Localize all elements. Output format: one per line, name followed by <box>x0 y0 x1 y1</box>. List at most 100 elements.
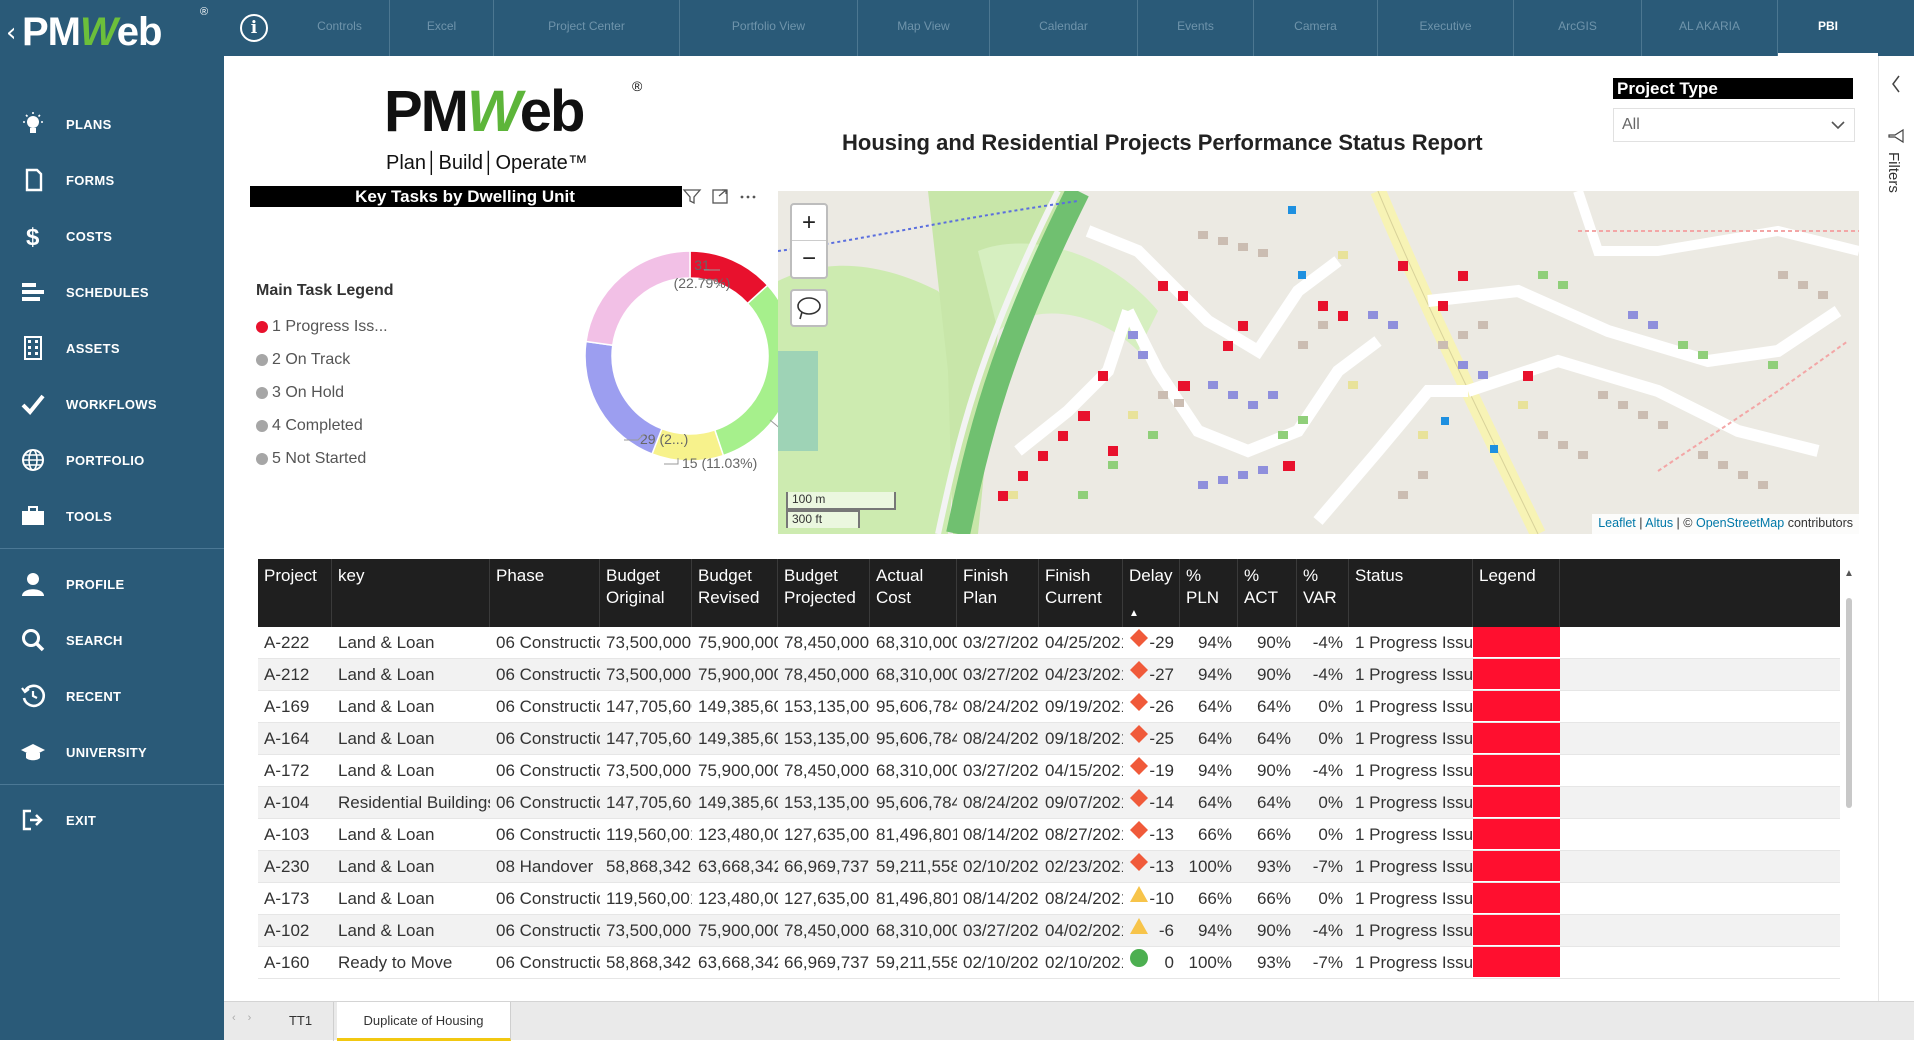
column-header[interactable]: Delay ▲ <box>1123 559 1180 627</box>
cell-br: 75,900,000 <box>698 761 778 780</box>
column-header[interactable]: Budget Revised <box>692 559 778 627</box>
table-scrollbar[interactable]: ▲ ▼ <box>1844 568 1854 1028</box>
cell-fc: 04/25/2021 <box>1045 633 1123 652</box>
project-map[interactable]: + − 100 m 300 ft Leaflet | Altus | © Ope… <box>778 191 1859 534</box>
tab-al-akaria[interactable]: AL AKARIA <box>1642 0 1778 56</box>
tab-events[interactable]: Events <box>1138 0 1254 56</box>
sidebar-item-search[interactable]: SEARCH <box>0 620 224 660</box>
sidebar-item-portfolio[interactable]: PORTFOLIO <box>0 440 224 480</box>
column-header[interactable]: Phase <box>490 559 600 627</box>
sidebar-item-tools[interactable]: TOOLS <box>0 496 224 536</box>
legend-item[interactable]: 4 Completed <box>256 409 394 442</box>
table-row[interactable]: A-230 Land & Loan 08 Handover 58,868,342 63,… <box>258 851 1840 883</box>
tab-map-view[interactable]: Map View <box>858 0 990 56</box>
cell-key: Land & Loan <box>338 921 435 940</box>
lasso-select-button[interactable] <box>790 289 828 327</box>
user-icon <box>0 571 66 597</box>
table-row[interactable]: A-104 Residential Buildings 06 Constructio… <box>258 787 1840 819</box>
osm-link[interactable]: OpenStreetMap <box>1695 516 1785 530</box>
triangle-yellow-icon <box>1129 915 1149 946</box>
sidebar-item-university[interactable]: UNIVERSITY <box>0 732 224 772</box>
sidebar-item-costs[interactable]: $ COSTS <box>0 216 224 256</box>
tab-project-center[interactable]: Project Center <box>494 0 680 56</box>
zoom-out-button[interactable]: − <box>801 245 816 272</box>
info-icon[interactable]: i <box>240 14 268 42</box>
table-row[interactable]: A-164 Land & Loan 06 Construction 147,705,6… <box>258 723 1840 755</box>
sidebar-item-label: PROFILE <box>66 576 125 592</box>
table-row[interactable]: A-172 Land & Loan 06 Construction 73,500,00… <box>258 755 1840 787</box>
legend-item[interactable]: 1 Progress Iss... <box>256 310 394 343</box>
sort-ascending-icon[interactable]: ▲ <box>1129 608 1139 619</box>
tab-arcgis[interactable]: ArcGIS <box>1514 0 1642 56</box>
tab-excel[interactable]: Excel <box>390 0 494 56</box>
cell-bo: 58,868,342 <box>606 857 692 876</box>
scroll-up-icon[interactable]: ▲ <box>1844 568 1854 579</box>
legend-item[interactable]: 5 Not Started <box>256 442 394 475</box>
tab-executive[interactable]: Executive <box>1378 0 1514 56</box>
tab-pbi[interactable]: PBI <box>1778 0 1878 56</box>
filters-pane[interactable]: Filters <box>1878 56 1914 1001</box>
page-nav-arrows[interactable]: ‹› <box>232 1012 264 1024</box>
sidebar-item-plans[interactable]: PLANS <box>0 104 224 144</box>
column-header[interactable]: key <box>332 559 490 627</box>
column-header[interactable]: % VAR <box>1297 559 1349 627</box>
sidebar-item-profile[interactable]: PROFILE <box>0 564 224 604</box>
more-options-icon[interactable] <box>736 186 760 207</box>
tab-portfolio-view[interactable]: Portfolio View <box>680 0 858 56</box>
cell-status: 1 Progress Issues <box>1355 921 1473 940</box>
tab-calendar[interactable]: Calendar <box>990 0 1138 56</box>
filter-icon[interactable] <box>680 186 704 207</box>
page-tab-tt1[interactable]: TT1 <box>268 1002 334 1041</box>
legend-item[interactable]: 3 On Hold <box>256 376 394 409</box>
table-row[interactable]: A-212 Land & Loan 06 Construction 73,500,00… <box>258 659 1840 691</box>
tab-controls[interactable]: Controls <box>290 0 390 56</box>
column-header[interactable]: Project <box>258 559 332 627</box>
table-row[interactable]: A-160 Ready to Move 06 Construction 58,868,… <box>258 947 1840 979</box>
cell-act: 93% <box>1256 953 1291 972</box>
sidebar-item-forms[interactable]: FORMS <box>0 160 224 200</box>
cell-phase: 08 Handover <box>496 857 594 876</box>
column-header[interactable]: Finish Current <box>1039 559 1123 627</box>
zoom-in-button[interactable]: + <box>792 205 826 241</box>
cell-status: 1 Progress Issues <box>1355 953 1473 972</box>
back-chevron-icon[interactable]: ‹ <box>6 18 17 48</box>
diamond-red-icon <box>1129 691 1149 722</box>
cell-phase: 06 Construction <box>496 825 600 844</box>
sidebar-item-label: WORKFLOWS <box>66 396 157 412</box>
column-header[interactable]: Budget Original <box>600 559 692 627</box>
sidebar-item-assets[interactable]: ASSETS <box>0 328 224 368</box>
app-logo[interactable]: ‹ PMWeb ® <box>0 0 224 56</box>
project-type-slicer[interactable]: All <box>1613 108 1855 142</box>
tab-camera[interactable]: Camera <box>1254 0 1378 56</box>
table-row[interactable]: A-169 Land & Loan 06 Construction 147,705,6… <box>258 691 1840 723</box>
page-tab-duplicate-of-housing[interactable]: Duplicate of Housing <box>337 1002 511 1041</box>
cell-br: 63,668,342 <box>698 953 778 972</box>
legend-color-cell <box>1473 851 1560 882</box>
graduation-cap-icon <box>0 739 66 765</box>
leaflet-link[interactable]: Leaflet <box>1598 516 1636 530</box>
sidebar-item-schedules[interactable]: SCHEDULES <box>0 272 224 312</box>
altus-link[interactable]: Altus <box>1645 516 1674 530</box>
report-tabs: Controls Excel Project Center Portfolio Vie… <box>290 0 1878 56</box>
table-row[interactable]: A-222 Land & Loan 06 Construction 73,500,00… <box>258 627 1840 659</box>
column-header[interactable]: Actual Cost <box>870 559 957 627</box>
table-row[interactable]: A-103 Land & Loan 06 Construction 119,560,0… <box>258 819 1840 851</box>
sidebar-item-workflows[interactable]: WORKFLOWS <box>0 384 224 424</box>
column-header[interactable]: Status <box>1349 559 1473 627</box>
scale-imperial: 300 ft <box>786 510 860 528</box>
donut-slice-5[interactable] <box>585 250 691 347</box>
column-header[interactable]: Budget Projected <box>778 559 870 627</box>
column-header[interactable]: Legend <box>1473 559 1560 627</box>
scroll-thumb[interactable] <box>1846 598 1852 808</box>
logo-registered-mark: ® <box>200 6 209 18</box>
column-header[interactable]: % ACT <box>1238 559 1297 627</box>
column-header[interactable]: % PLN <box>1180 559 1238 627</box>
sidebar-item-exit[interactable]: EXIT <box>0 800 224 840</box>
legend-item[interactable]: 2 On Track <box>256 343 394 376</box>
table-row[interactable]: A-102 Land & Loan 06 Construction 73,500,00… <box>258 915 1840 947</box>
table-row[interactable]: A-173 Land & Loan 06 Construction 119,560,0… <box>258 883 1840 915</box>
sidebar-item-recent[interactable]: RECENT <box>0 676 224 716</box>
cell-br: 149,385,600 <box>698 697 778 716</box>
focus-mode-icon[interactable] <box>708 186 732 207</box>
column-header[interactable]: Finish Plan <box>957 559 1039 627</box>
